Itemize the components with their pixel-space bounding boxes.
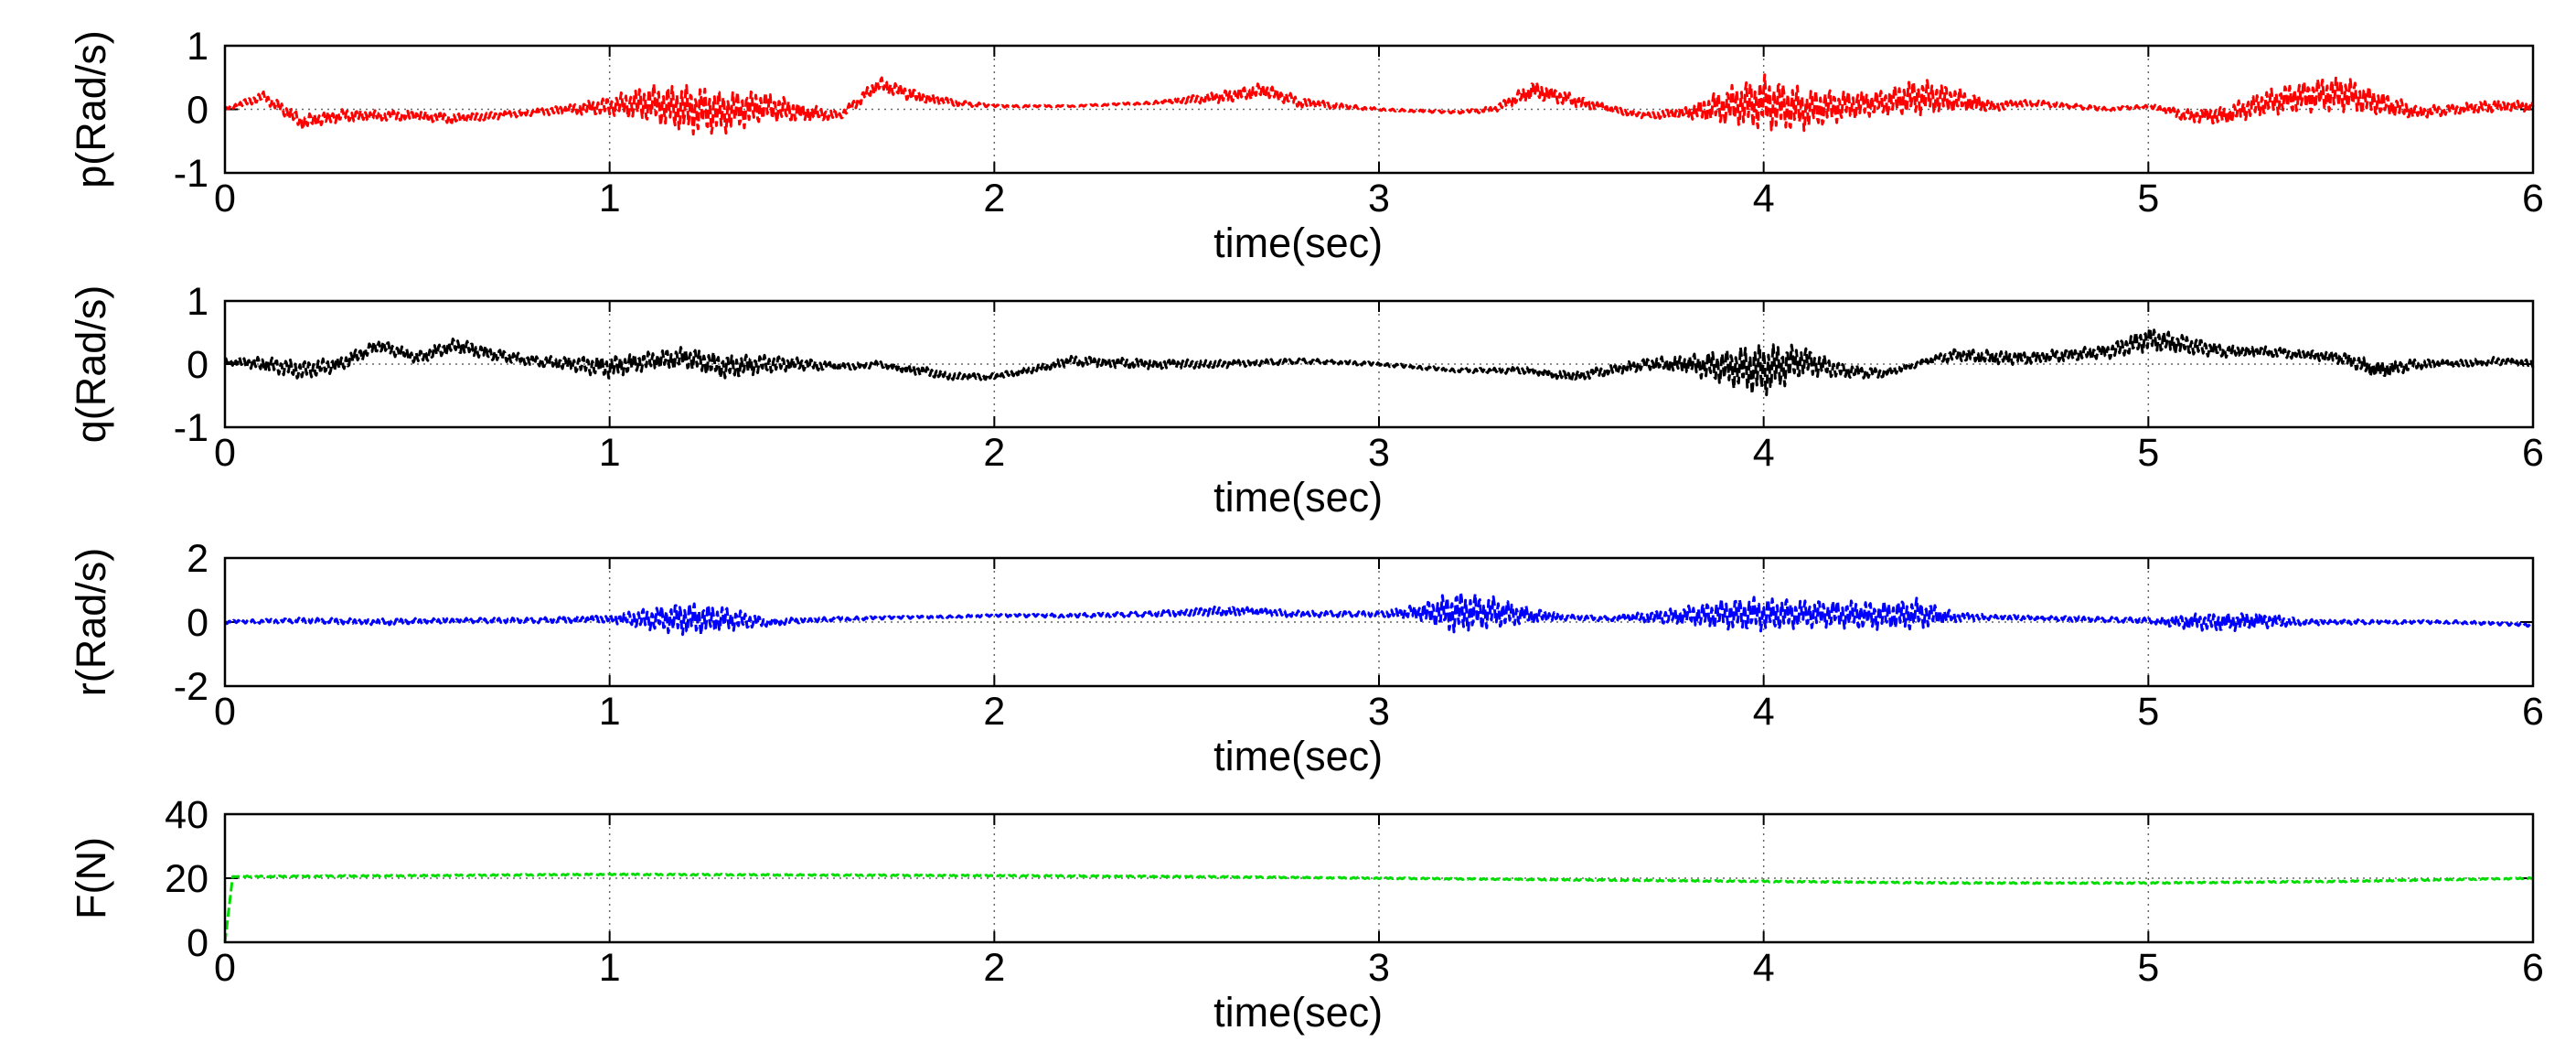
x-tick-labels: 0 1 2 3 4 5 6	[214, 431, 2544, 475]
x-tick-label: 1	[599, 690, 621, 734]
x-tick-label: 5	[2137, 177, 2159, 220]
plot-frame	[223, 299, 2535, 429]
x-tick-label: 0	[214, 946, 236, 990]
x-tick-label: 3	[1368, 690, 1390, 734]
x-tick-label: 6	[2522, 177, 2544, 220]
y-tick-label: 0	[187, 601, 208, 645]
x-tick-label: 2	[983, 177, 1005, 220]
y-tick-label: 40	[165, 793, 208, 837]
series-line-q	[224, 327, 2535, 397]
x-axis-label: time(sec)	[1213, 474, 1383, 521]
x-tick-label: 4	[1753, 946, 1775, 990]
y-axis-label: r(Rad/s)	[68, 548, 114, 697]
x-tick-label: 1	[599, 431, 621, 475]
x-tick-label: 0	[214, 177, 236, 220]
x-tick-label: 3	[1368, 431, 1390, 475]
y-tick-label: 0	[187, 343, 208, 387]
y-tick-labels: -2 0 2	[174, 537, 208, 709]
x-tick-label: 6	[2522, 431, 2544, 475]
x-tick-label: 6	[2522, 946, 2544, 990]
x-tick-label: 2	[983, 431, 1005, 475]
y-tick-label: 0	[187, 921, 208, 965]
series-line	[223, 73, 2535, 136]
x-tick-label: 0	[214, 690, 236, 734]
y-tick-label: 0	[187, 89, 208, 133]
y-tick-label: 2	[187, 537, 208, 581]
x-tick-labels: 0 1 2 3 4 5 6	[214, 946, 2544, 990]
x-tick-label: 3	[1368, 946, 1390, 990]
plot-frame	[223, 812, 2535, 944]
series-line	[223, 591, 2534, 637]
series-line-f	[223, 872, 2534, 943]
y-axis-label: p(Rad/s)	[68, 30, 114, 188]
x-tick-label: 5	[2137, 431, 2159, 475]
y-tick-labels: -1 0 1	[174, 280, 208, 450]
plot-frame	[223, 44, 2535, 175]
x-tick-label: 4	[1753, 177, 1775, 220]
x-tick-label: 4	[1753, 690, 1775, 734]
series-line-p	[223, 73, 2535, 136]
y-tick-labels: 0 20 40	[165, 793, 208, 965]
x-axis-label: time(sec)	[1213, 220, 1383, 266]
x-tick-labels: 0 1 2 3 4 5 6	[214, 177, 2544, 220]
y-tick-label: -2	[174, 665, 208, 709]
x-axis-label: time(sec)	[1213, 989, 1383, 1036]
y-axis-label: F(N)	[68, 837, 114, 919]
y-tick-label: 20	[165, 857, 208, 901]
subplot-f: 0 1 2 3 4 5 6 0 20 40 time(sec) F(N)	[68, 793, 2544, 1036]
y-tick-label: -1	[174, 406, 208, 450]
x-tick-label: 1	[599, 177, 621, 220]
x-tick-label: 5	[2137, 690, 2159, 734]
x-tick-labels: 0 1 2 3 4 5 6	[214, 690, 2544, 734]
x-tick-label: 0	[214, 431, 236, 475]
x-tick-label: 3	[1368, 177, 1390, 220]
series-line-r	[223, 591, 2534, 637]
series-line	[223, 872, 2534, 943]
x-tick-label: 2	[983, 690, 1005, 734]
x-tick-label: 5	[2137, 946, 2159, 990]
x-tick-label: 1	[599, 946, 621, 990]
series-line	[224, 327, 2535, 397]
y-axis-label: q(Rad/s)	[68, 285, 114, 444]
x-tick-label: 6	[2522, 690, 2544, 734]
y-tick-labels: -1 0 1	[174, 25, 208, 196]
x-tick-label: 2	[983, 946, 1005, 990]
plot-frame	[223, 556, 2535, 688]
x-tick-label: 4	[1753, 431, 1775, 475]
y-tick-label: -1	[174, 152, 208, 196]
x-axis-label: time(sec)	[1213, 733, 1383, 779]
y-tick-label: 1	[187, 280, 208, 324]
y-tick-label: 1	[187, 25, 208, 69]
